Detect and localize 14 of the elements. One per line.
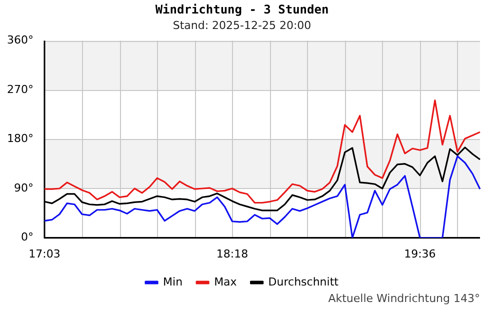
y-tick-label: 360° xyxy=(6,33,34,46)
legend-label: Durchschnitt xyxy=(268,275,340,288)
legend-label: Max xyxy=(214,275,238,288)
x-tick-label: 19:36 xyxy=(404,247,436,260)
x-tick-label: 17:03 xyxy=(28,247,60,260)
chart-subtitle: Stand: 2025-12-25 20:00 xyxy=(172,18,312,32)
x-tick-label: 18:18 xyxy=(216,247,248,260)
y-tick-label: 0° xyxy=(20,230,34,244)
y-tick-label: 90° xyxy=(14,181,34,194)
y-tick-label: 180° xyxy=(6,132,34,146)
y-tick-label: 270° xyxy=(6,82,34,96)
legend-label: Min xyxy=(163,275,183,288)
chart-title: Windrichtung - 3 Stunden xyxy=(155,2,329,16)
text: Aktuelle Windrichtung 143° xyxy=(328,292,480,305)
